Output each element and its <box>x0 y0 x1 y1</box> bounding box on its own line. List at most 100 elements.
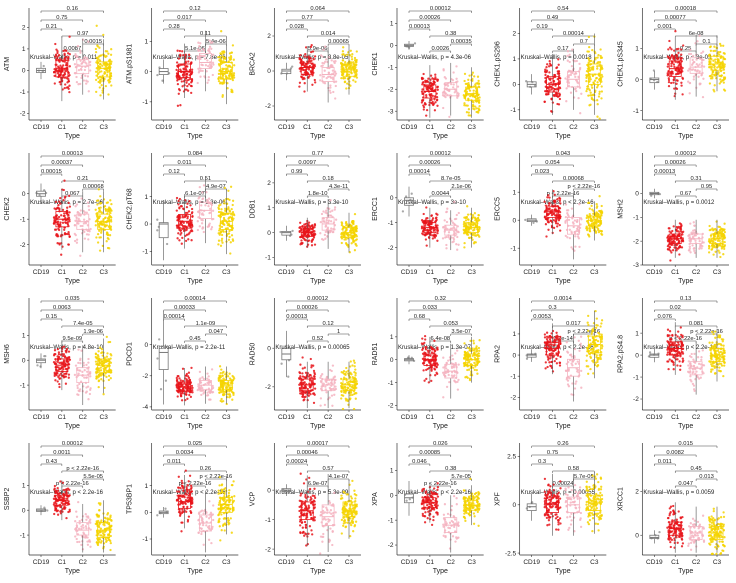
data-point <box>475 82 478 85</box>
box <box>178 63 191 79</box>
data-point <box>478 104 481 108</box>
data-point <box>303 225 307 228</box>
data-point <box>206 59 209 62</box>
y-axis-label: CHEK2.pT68 <box>127 188 134 229</box>
data-point <box>710 57 713 61</box>
data-point <box>314 233 317 236</box>
data-point <box>675 48 678 51</box>
data-point <box>227 74 231 77</box>
data-point <box>453 217 457 221</box>
data-point <box>675 249 678 252</box>
data-point <box>298 81 302 84</box>
data-point <box>176 226 179 229</box>
data-point <box>329 368 332 372</box>
data-point <box>61 234 64 237</box>
data-point <box>232 376 235 379</box>
data-point <box>558 199 562 203</box>
data-point <box>596 56 599 59</box>
pvalue-label: 0.001 <box>658 24 673 30</box>
data-point <box>567 209 570 212</box>
data-point <box>467 78 470 81</box>
data-point <box>565 87 568 90</box>
data-point <box>547 92 550 96</box>
data-point <box>676 61 679 64</box>
data-point <box>544 76 547 80</box>
comparison-bracket <box>286 28 308 31</box>
data-point <box>712 253 715 256</box>
data-point <box>594 58 597 61</box>
data-point <box>63 71 66 74</box>
data-point <box>422 104 425 107</box>
data-point <box>56 55 59 58</box>
pvalue-label: 8.7e-05 <box>441 176 461 182</box>
y-tick-label: 2 <box>513 31 517 38</box>
data-point <box>570 64 574 68</box>
data-point <box>352 79 355 82</box>
y-axis-label: CHEK1 <box>372 52 379 75</box>
data-point <box>712 49 715 53</box>
x-tick-label: CD19 <box>33 124 50 131</box>
data-point <box>222 399 225 403</box>
data-point <box>597 212 600 216</box>
data-point <box>719 78 722 81</box>
data-point <box>190 366 193 370</box>
data-point <box>722 56 725 59</box>
data-point <box>60 253 63 256</box>
comparison-bracket <box>531 28 553 31</box>
data-point <box>543 200 546 203</box>
data-point <box>699 245 702 248</box>
data-point <box>674 53 678 57</box>
data-point <box>307 68 311 71</box>
y-tick-label: 0 <box>22 191 26 198</box>
data-point <box>587 35 591 39</box>
data-point <box>100 348 104 351</box>
data-point <box>302 60 305 64</box>
data-point <box>74 364 78 367</box>
data-point <box>199 381 203 384</box>
data-point <box>596 67 599 70</box>
data-point <box>100 54 103 57</box>
data-point <box>558 94 561 98</box>
data-point <box>325 221 328 224</box>
data-point <box>231 398 234 401</box>
data-point <box>64 221 67 224</box>
data-point <box>465 90 469 93</box>
data-point <box>477 219 480 222</box>
box <box>199 53 212 69</box>
data-point <box>433 233 436 236</box>
data-point <box>221 74 225 77</box>
data-point <box>558 215 562 218</box>
data-point <box>96 44 99 47</box>
data-point <box>109 199 112 202</box>
data-point <box>56 380 59 383</box>
data-point <box>108 234 112 237</box>
y-tick-label: -3 <box>633 262 639 269</box>
data-point <box>694 239 697 242</box>
data-point <box>681 77 685 80</box>
data-point <box>330 379 333 382</box>
x-tick-label: C2 <box>79 414 88 421</box>
data-point <box>329 91 332 94</box>
data-point <box>220 237 224 240</box>
data-point <box>86 370 89 373</box>
data-point <box>76 44 80 48</box>
data-point <box>692 78 695 81</box>
data-point <box>348 54 352 57</box>
data-point <box>218 375 221 379</box>
data-point <box>544 68 547 71</box>
data-point <box>555 213 559 216</box>
data-point <box>723 63 726 66</box>
data-point <box>413 42 417 45</box>
data-point <box>226 232 229 236</box>
data-point <box>229 55 233 58</box>
data-point <box>74 205 77 208</box>
data-point <box>427 77 430 80</box>
data-point <box>221 222 224 225</box>
data-point <box>435 212 438 215</box>
data-point <box>179 379 182 382</box>
data-point <box>189 230 192 233</box>
data-point <box>343 54 346 57</box>
data-point <box>445 210 448 213</box>
data-point <box>588 104 591 107</box>
